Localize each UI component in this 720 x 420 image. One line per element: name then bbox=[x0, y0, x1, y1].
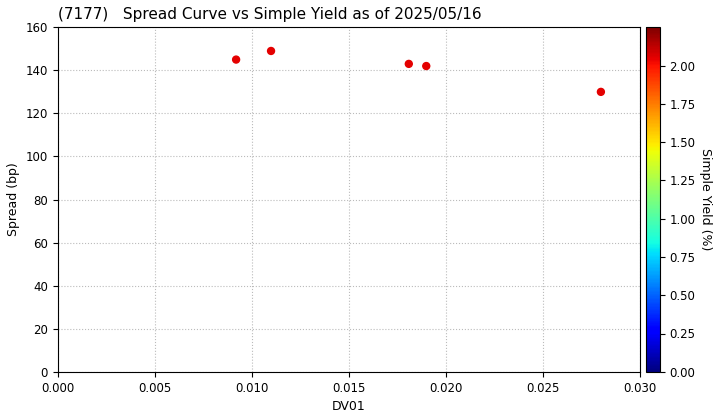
X-axis label: DV01: DV01 bbox=[332, 400, 366, 413]
Text: (7177)   Spread Curve vs Simple Yield as of 2025/05/16: (7177) Spread Curve vs Simple Yield as o… bbox=[58, 7, 481, 22]
Point bbox=[230, 56, 242, 63]
Y-axis label: Spread (bp): Spread (bp) bbox=[7, 163, 20, 236]
Point bbox=[420, 63, 432, 69]
Point bbox=[403, 60, 415, 67]
Point bbox=[265, 47, 276, 54]
Point bbox=[595, 89, 607, 95]
Y-axis label: Simple Yield (%): Simple Yield (%) bbox=[699, 148, 712, 251]
